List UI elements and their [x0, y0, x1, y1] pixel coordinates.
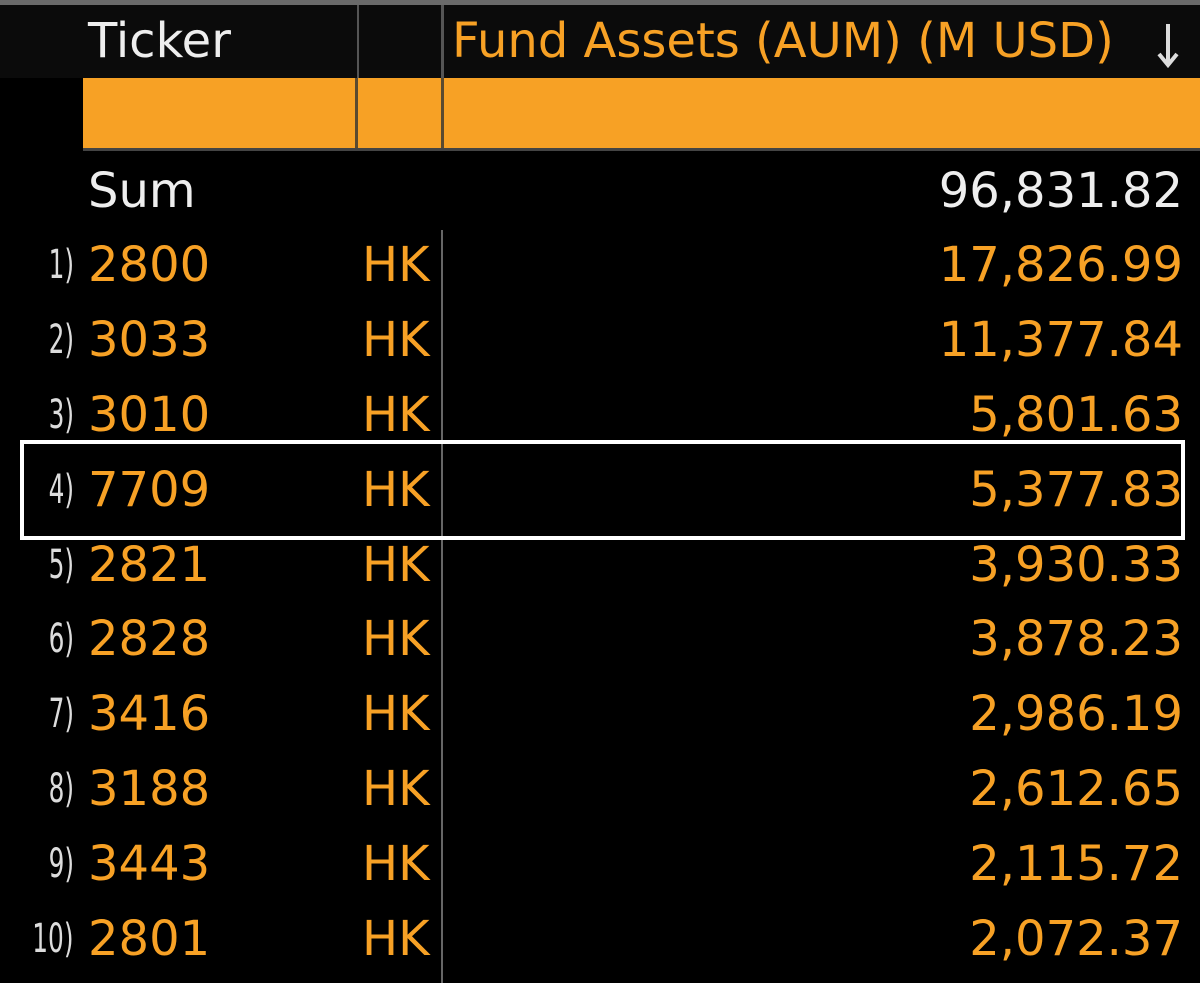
exchange: HK: [362, 835, 430, 892]
filter-bottom-border: [83, 148, 1200, 151]
summary-label: Sum: [88, 163, 196, 219]
column-header[interactable]: Ticker: [88, 13, 231, 69]
filter-divider: [355, 78, 358, 150]
top-border: [0, 0, 1200, 5]
header-row: [0, 5, 1200, 78]
exchange: HK: [362, 237, 430, 294]
ticker[interactable]: 2828: [88, 611, 211, 668]
fund-assets: 11,377.84: [938, 312, 1183, 369]
exchange: HK: [362, 312, 430, 369]
row-index[interactable]: 5): [48, 541, 74, 588]
ticker[interactable]: 2800: [88, 237, 211, 294]
ticker[interactable]: 3010: [88, 387, 211, 443]
row-index[interactable]: 3): [48, 392, 74, 438]
fund-assets: 3,930.33: [969, 536, 1183, 593]
ticker[interactable]: 3188: [88, 761, 211, 817]
exchange: HK: [362, 686, 430, 743]
fund-assets: 5,801.63: [969, 387, 1183, 443]
fund-assets: 2,612.65: [969, 761, 1183, 817]
row-index[interactable]: 8): [48, 766, 74, 812]
column-header[interactable]: Fund Assets (AUM) (M USD): [452, 13, 1114, 69]
row-index[interactable]: 6): [48, 616, 74, 663]
ticker[interactable]: 2801: [88, 910, 211, 967]
ticker[interactable]: 3033: [88, 312, 211, 369]
row-index[interactable]: 2): [48, 317, 74, 364]
column-divider: [441, 5, 444, 150]
ticker[interactable]: 2821: [88, 536, 211, 593]
ticker[interactable]: 3443: [88, 835, 211, 892]
selection-highlight: [20, 440, 1185, 540]
exchange: HK: [362, 536, 430, 593]
exchange: HK: [362, 910, 430, 967]
ticker[interactable]: 7709: [88, 461, 211, 518]
fund-assets: 3,878.23: [969, 611, 1183, 668]
summary-value: 96,831.82: [938, 163, 1183, 219]
column-divider: [357, 5, 359, 150]
filter-row[interactable]: [83, 78, 1200, 150]
fund-assets: 2,115.72: [969, 835, 1183, 892]
row-index[interactable]: 10): [32, 915, 74, 962]
row-index[interactable]: 9): [48, 840, 74, 887]
sort-arrow-icon: [1157, 24, 1179, 69]
row-index[interactable]: 4): [48, 466, 74, 513]
row-index[interactable]: 7): [48, 691, 74, 738]
exchange: HK: [362, 761, 430, 817]
exchange: HK: [362, 387, 430, 443]
row-index[interactable]: 1): [48, 242, 74, 289]
filter-divider: [441, 78, 444, 150]
fund-assets: 2,072.37: [969, 910, 1183, 967]
exchange: HK: [362, 461, 430, 518]
column-divider: [441, 230, 443, 983]
fund-assets: 2,986.19: [969, 686, 1183, 743]
fund-assets: 17,826.99: [938, 237, 1183, 294]
exchange: HK: [362, 611, 430, 668]
fund-assets: 5,377.83: [969, 461, 1183, 518]
ticker[interactable]: 3416: [88, 686, 211, 743]
